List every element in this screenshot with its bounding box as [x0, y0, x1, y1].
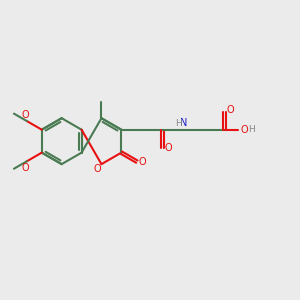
Text: H: H	[175, 119, 182, 128]
Text: O: O	[226, 105, 234, 115]
Text: O: O	[241, 125, 248, 135]
Text: O: O	[22, 163, 29, 173]
Text: O: O	[22, 110, 29, 120]
Text: H: H	[248, 125, 255, 134]
Text: O: O	[138, 157, 146, 166]
Text: O: O	[164, 142, 172, 153]
Text: N: N	[180, 118, 187, 128]
Text: O: O	[94, 164, 101, 174]
